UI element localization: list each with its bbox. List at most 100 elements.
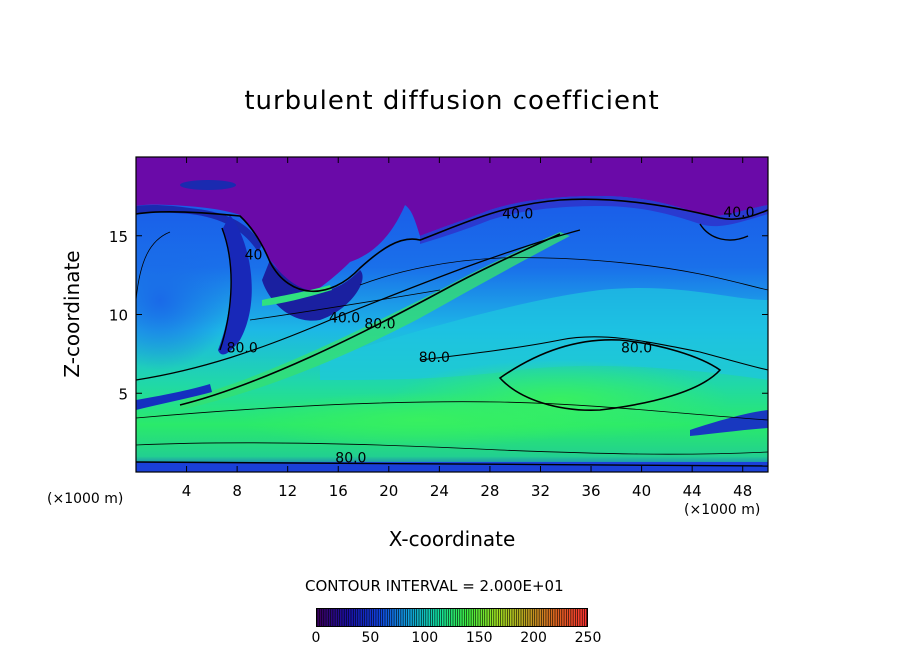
colorbar-swatch	[414, 609, 417, 626]
colorbar-swatch	[448, 609, 451, 626]
colorbar-swatch	[582, 609, 585, 626]
x-unit-label-right: (×1000 m)	[684, 502, 761, 518]
colorbar-swatch	[434, 609, 438, 626]
contour-label: 40.0	[329, 310, 360, 326]
colorbar-swatch	[459, 609, 463, 626]
x-tick-label: 20	[379, 482, 398, 500]
colorbar-swatch	[516, 609, 519, 626]
colorbar-swatch	[552, 609, 555, 626]
colorbar-swatch	[355, 609, 358, 626]
colorbar-swatch	[432, 609, 435, 626]
colorbar-swatch	[380, 609, 383, 626]
colorbar-tick-label: 150	[465, 630, 493, 646]
colorbar-swatch	[409, 609, 413, 626]
x-axis: 4 8 12 16 20 24 28 32 36 40 44 48	[182, 157, 752, 500]
colorbar-swatch	[496, 609, 499, 626]
colorbar-swatch	[584, 609, 587, 626]
colorbar-swatch	[396, 609, 399, 626]
colorbar-swatch	[407, 609, 410, 626]
colorbar-swatch	[480, 609, 483, 626]
colorbar-swatch	[500, 609, 503, 626]
contour-label: 80.0	[335, 451, 366, 467]
colorbar-swatch	[416, 609, 419, 626]
colorbar-swatch	[514, 609, 517, 626]
colorbar-swatch	[473, 609, 476, 626]
colorbar-swatch	[412, 609, 415, 626]
colorbar-swatch	[351, 609, 354, 626]
colorbar-swatch	[357, 609, 361, 626]
colorbar-swatch	[348, 609, 351, 626]
colorbar-swatch	[550, 609, 553, 626]
colorbar-swatch	[577, 609, 580, 626]
colorbar-swatch	[462, 609, 465, 626]
colorbar-swatch	[319, 609, 322, 626]
colorbar-swatch	[493, 609, 497, 626]
colorbar-swatch	[536, 609, 540, 626]
contour-lines	[136, 198, 768, 467]
colorbar-swatch	[455, 609, 458, 626]
x-tick-label: 36	[581, 482, 600, 500]
colorbar-swatch	[339, 609, 342, 626]
colorbar-swatch	[491, 609, 494, 626]
colorbar-swatch	[507, 609, 510, 626]
contour-interval-text: CONTOUR INTERVAL = 2.000E+01	[305, 577, 564, 595]
colorbar-tick-label: 200	[520, 630, 547, 646]
colorbar-swatch	[332, 609, 336, 626]
x-tick-label: 4	[182, 482, 192, 500]
colorbar-swatch	[425, 609, 429, 626]
colorbar-swatch	[373, 609, 376, 626]
colorbar-swatch	[437, 609, 440, 626]
colorbar-swatch	[344, 609, 347, 626]
colorbar-swatch	[468, 609, 472, 626]
colorbar-swatch	[387, 609, 390, 626]
colorbar-swatch	[364, 609, 367, 626]
colorbar-tick-label: 250	[574, 630, 602, 646]
colorbar-swatch	[570, 609, 574, 626]
colorbar-swatch	[366, 609, 370, 626]
y-axis-label: Z-coordinate	[60, 250, 84, 378]
colorbar-swatch	[484, 609, 487, 626]
colorbar-swatch	[523, 609, 526, 626]
colorbar-swatch	[419, 609, 422, 626]
colorbar-swatch	[534, 609, 537, 626]
colorbar-swatch	[382, 609, 385, 626]
colorbar-swatch	[564, 609, 567, 626]
colorbar-swatch	[441, 609, 444, 626]
colorbar-swatch	[400, 609, 404, 626]
colorbar	[316, 608, 588, 627]
contour-label: 80.0	[621, 340, 652, 356]
x-tick-label: 16	[329, 482, 348, 500]
colorbar-swatch	[428, 609, 431, 626]
colorbar-swatch	[457, 609, 460, 626]
colorbar-swatch	[557, 609, 560, 626]
contour-label: 40	[245, 247, 263, 263]
x-tick-label: 48	[733, 482, 752, 500]
x-tick-label: 44	[683, 482, 702, 500]
field-shading	[136, 157, 768, 472]
colorbar-swatch	[545, 609, 549, 626]
colorbar-swatch	[525, 609, 528, 626]
colorbar-swatch	[353, 609, 356, 626]
x-tick-label: 12	[278, 482, 297, 500]
colorbar-swatch	[487, 609, 490, 626]
colorbar-swatch	[439, 609, 442, 626]
colorbar-swatch	[323, 609, 327, 626]
colorbar-swatch	[575, 609, 578, 626]
contour-labels: 40.0 40.040.080.080.080.080.080.040	[227, 205, 755, 467]
colorbar-swatch	[360, 609, 363, 626]
colorbar-swatch	[539, 609, 542, 626]
colorbar-swatch	[403, 609, 406, 626]
colorbar-swatch	[475, 609, 478, 626]
chart-title: turbulent diffusion coefficient	[244, 86, 660, 116]
colorbar-swatch	[559, 609, 562, 626]
colorbar-swatch	[335, 609, 338, 626]
colorbar-swatch	[421, 609, 424, 626]
colorbar-swatch	[371, 609, 374, 626]
colorbar-swatch	[369, 609, 372, 626]
colorbar-swatch	[532, 609, 535, 626]
colorbar-swatch	[521, 609, 524, 626]
colorbar-swatch	[568, 609, 571, 626]
contour-label: 80.0	[364, 317, 395, 333]
colorbar-swatch	[346, 609, 349, 626]
x-tick-label: 24	[430, 482, 449, 500]
